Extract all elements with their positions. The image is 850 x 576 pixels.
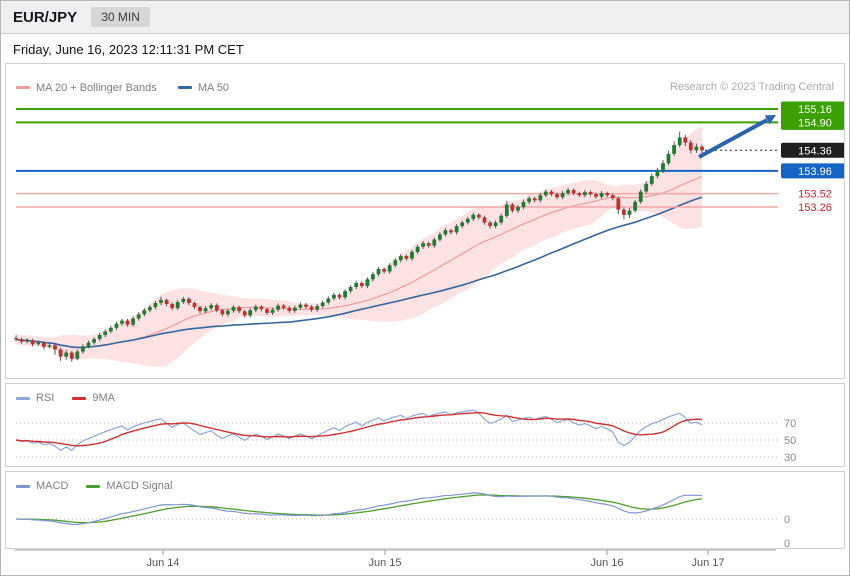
svg-text:153.52: 153.52 xyxy=(798,189,832,201)
svg-text:153.26: 153.26 xyxy=(798,202,832,214)
svg-text:Jun 17: Jun 17 xyxy=(691,557,724,569)
svg-text:154.36: 154.36 xyxy=(798,145,832,157)
svg-text:Jun 15: Jun 15 xyxy=(368,557,401,569)
header-bar: EUR/JPY 30 MIN xyxy=(1,1,849,34)
svg-text:Jun 14: Jun 14 xyxy=(146,557,179,569)
svg-text:153.96: 153.96 xyxy=(798,166,832,178)
symbol-title: EUR/JPY xyxy=(13,8,78,26)
svg-text:0: 0 xyxy=(784,538,790,549)
svg-text:70: 70 xyxy=(784,418,796,430)
svg-text:30: 30 xyxy=(784,452,796,464)
svg-text:155.16: 155.16 xyxy=(798,104,832,116)
svg-text:Jun 16: Jun 16 xyxy=(590,557,623,569)
datetime-label: Friday, June 16, 2023 12:11:31 PM CET xyxy=(13,42,244,57)
macd-chart-canvas: 00 xyxy=(15,492,790,549)
rsi-panel: 70 50 30 RSI 9MA xyxy=(5,383,845,467)
svg-text:154.90: 154.90 xyxy=(798,117,832,129)
time-axis: Jun 14 Jun 15 Jun 16 Jun 17 xyxy=(15,549,776,569)
price-chart-panel: 155.16 154.90 154.36 153.96 153.52 153.26 MA … xyxy=(5,63,845,379)
rsi-chart-canvas: 70 50 30 xyxy=(15,409,796,464)
svg-text:0: 0 xyxy=(784,514,790,526)
svg-text:50: 50 xyxy=(784,435,796,447)
timeframe-badge: 30 MIN xyxy=(91,7,150,27)
